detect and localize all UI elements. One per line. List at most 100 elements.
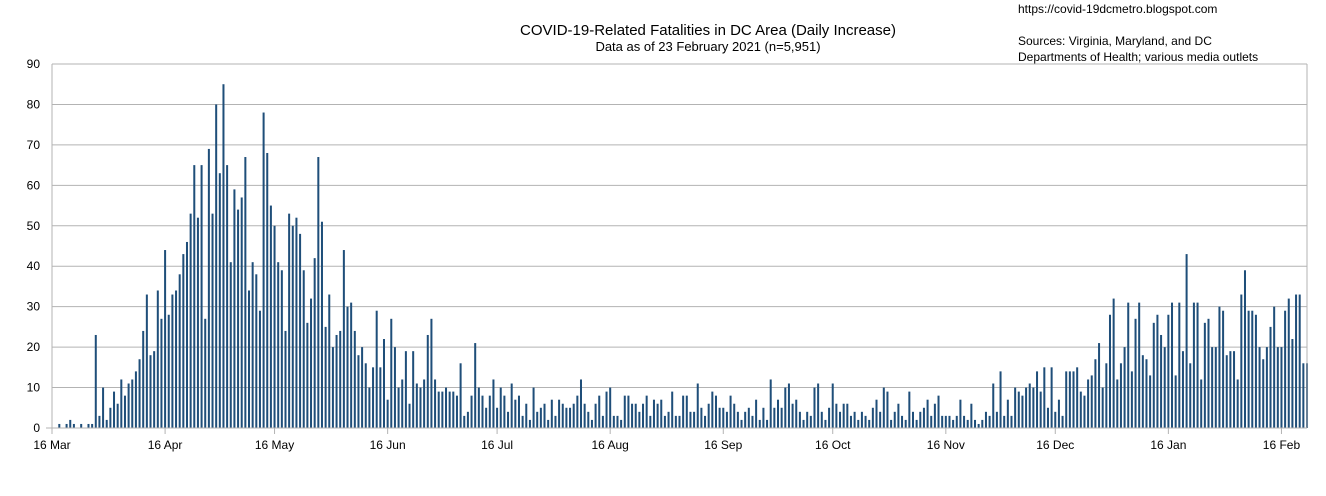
bar <box>207 148 210 428</box>
bar <box>404 351 407 428</box>
bar <box>65 423 68 428</box>
bar <box>1152 322 1155 428</box>
bar <box>211 213 214 428</box>
y-tick-label: 40 <box>27 259 41 273</box>
bar <box>598 395 601 428</box>
bar <box>339 330 342 428</box>
bar <box>1243 270 1246 428</box>
bar <box>1178 302 1181 428</box>
x-tick-label: 16 Oct <box>815 438 851 452</box>
bar <box>1163 347 1166 428</box>
bar <box>153 351 156 428</box>
bar <box>273 225 276 428</box>
bar <box>1065 371 1068 428</box>
bar <box>587 411 590 428</box>
bar <box>605 391 608 428</box>
axes <box>46 64 1308 434</box>
bar <box>441 391 444 428</box>
bar <box>1079 391 1082 428</box>
bar <box>671 391 674 428</box>
bar <box>412 351 415 428</box>
bar <box>941 415 944 428</box>
bar <box>514 399 517 428</box>
x-tick-label: 16 May <box>255 438 294 452</box>
bar <box>375 310 378 428</box>
bar <box>817 383 820 428</box>
bar <box>455 395 458 428</box>
bar <box>1032 387 1035 428</box>
bar <box>930 415 933 428</box>
bar <box>561 403 564 428</box>
bar <box>744 411 747 428</box>
bar <box>1156 314 1159 428</box>
bar <box>434 379 437 428</box>
bar <box>196 217 199 428</box>
bar <box>215 104 218 428</box>
bar <box>1141 355 1144 428</box>
bar <box>1298 294 1301 428</box>
bar <box>970 403 973 428</box>
bar <box>353 330 356 428</box>
bar <box>233 189 236 428</box>
bar <box>1098 343 1101 428</box>
bar <box>145 294 148 428</box>
bar <box>886 391 889 428</box>
bar <box>80 423 83 428</box>
bar <box>995 411 998 428</box>
bar <box>266 152 269 429</box>
bar <box>849 415 852 428</box>
bar <box>660 399 663 428</box>
bar <box>218 173 221 428</box>
bar <box>448 391 451 428</box>
bar <box>1105 363 1108 428</box>
x-tick-label: 16 Feb <box>1263 438 1301 452</box>
bar <box>1225 355 1228 428</box>
bar <box>91 423 94 428</box>
bar <box>142 330 145 428</box>
bar <box>777 399 780 428</box>
bar <box>1171 302 1174 428</box>
bar <box>492 379 495 428</box>
y-tick-label: 80 <box>27 97 41 111</box>
bar <box>357 355 360 428</box>
bar <box>175 290 178 428</box>
bar <box>481 395 484 428</box>
x-tick-label: 16 Nov <box>927 438 965 452</box>
bar <box>718 407 721 428</box>
bar <box>331 347 334 428</box>
bar <box>868 419 871 428</box>
bar <box>1222 310 1225 428</box>
gridlines <box>52 63 1307 429</box>
bar <box>1291 339 1294 428</box>
bar <box>871 407 874 428</box>
bar <box>393 347 396 428</box>
bar <box>193 165 196 429</box>
bar <box>711 391 714 428</box>
chart-title: COVID-19-Related Fatalities in DC Area (… <box>520 22 896 39</box>
y-tick-labels: 0 10 20 30 40 50 60 70 80 90 <box>27 57 41 435</box>
bar <box>310 298 313 428</box>
bar <box>1265 347 1268 428</box>
bar <box>1028 383 1031 428</box>
bar <box>846 403 849 428</box>
bar <box>1181 351 1184 428</box>
bar <box>1094 359 1097 428</box>
bar <box>299 233 302 428</box>
bar <box>543 403 546 428</box>
bar <box>1068 371 1071 428</box>
bar <box>1295 294 1298 428</box>
bar <box>1010 415 1013 428</box>
bar <box>1207 318 1210 428</box>
bar <box>828 407 831 428</box>
bar <box>667 411 670 428</box>
bar <box>1287 298 1290 428</box>
bar <box>722 407 725 428</box>
bar <box>419 387 422 428</box>
bar <box>919 411 922 428</box>
bar <box>313 258 316 428</box>
bar <box>824 419 827 428</box>
bar <box>525 403 528 428</box>
bar <box>69 419 72 428</box>
x-tick-label: 16 Jul <box>481 438 513 452</box>
